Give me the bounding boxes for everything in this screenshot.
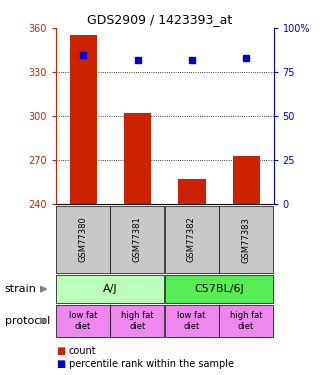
Text: count: count (69, 346, 96, 355)
Text: low fat
diet: low fat diet (69, 311, 97, 330)
Bar (124, 113, 151, 204)
Bar (179, 179, 206, 204)
Text: GSM77382: GSM77382 (187, 217, 196, 262)
Text: C57BL/6J: C57BL/6J (194, 284, 244, 294)
Bar (233, 156, 260, 204)
Text: high fat
diet: high fat diet (230, 311, 262, 330)
Text: GSM77383: GSM77383 (241, 217, 250, 262)
Text: ■: ■ (56, 359, 65, 369)
Bar (70, 36, 97, 204)
Text: protocol: protocol (5, 316, 50, 326)
Text: GSM77380: GSM77380 (78, 217, 87, 262)
Text: low fat
diet: low fat diet (178, 311, 206, 330)
Text: ■: ■ (56, 346, 65, 355)
Text: strain: strain (5, 284, 37, 294)
Text: percentile rank within the sample: percentile rank within the sample (69, 359, 234, 369)
Text: A/J: A/J (103, 284, 117, 294)
Text: GDS2909 / 1423393_at: GDS2909 / 1423393_at (87, 13, 233, 26)
Text: high fat
diet: high fat diet (121, 311, 154, 330)
Text: GSM77381: GSM77381 (132, 217, 141, 262)
